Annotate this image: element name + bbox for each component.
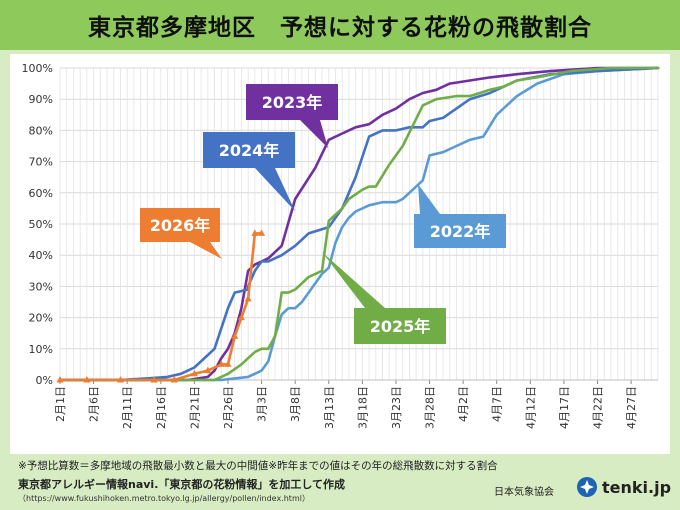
y-tick-label: 10% <box>29 343 53 356</box>
series-point-2026年 <box>244 294 252 302</box>
y-tick-label: 60% <box>29 187 53 200</box>
x-tick-label: 4月12日 <box>524 386 537 429</box>
series-point-2026年 <box>204 366 212 374</box>
footnote-url: （https://www.fukushihoken.metro.tokyo.lg… <box>18 494 310 503</box>
y-tick-label: 20% <box>29 312 53 325</box>
y-tick-label: 100% <box>22 62 53 75</box>
series-point-2026年 <box>190 369 198 377</box>
callout-box-2022年 <box>414 214 506 248</box>
y-tick-label: 50% <box>29 218 53 231</box>
series-point-2026年 <box>251 229 259 236</box>
y-tick-label: 90% <box>29 93 53 106</box>
series-point-2026年 <box>237 313 245 321</box>
title-bar: 東京都多摩地区 予想に対する花粉の飛散割合 <box>0 0 680 50</box>
x-tick-label: 3月3日 <box>256 386 269 422</box>
tenki-logo[interactable]: tenki.jp <box>576 472 672 502</box>
series-point-2026年 <box>150 376 158 383</box>
x-tick-label: 4月27日 <box>625 386 638 429</box>
series-line-2022年 <box>58 66 660 382</box>
callout-label-2024年: 2024年 <box>219 141 280 160</box>
x-tick-label: 3月8日 <box>289 386 302 422</box>
callout-pointer-2024年 <box>255 168 295 211</box>
x-tick-label: 3月13日 <box>323 386 336 429</box>
agency-name: 日本気象協会 <box>494 487 554 498</box>
x-tick-label: 3月28日 <box>424 386 437 429</box>
series-line-2023年 <box>58 66 660 382</box>
tenki-logo-icon <box>577 477 597 497</box>
y-tick-label: 0% <box>36 374 53 387</box>
callout-pointer-2022年 <box>418 184 440 214</box>
callout-label-2022年: 2022年 <box>430 222 491 241</box>
series-point-2026年 <box>170 376 178 383</box>
series-point-2026年 <box>258 229 266 236</box>
x-tick-label: 3月23日 <box>390 386 403 429</box>
y-tick-label: 70% <box>29 156 53 169</box>
callout-label-2023年: 2023年 <box>262 93 323 112</box>
callout-box-2025年 <box>354 308 446 344</box>
series-point-2026年 <box>83 376 91 383</box>
footnote-calc: ※予想比算数＝多摩地域の飛散最小数と最大の中間値※昨年までの値はその年の総飛散数… <box>18 460 498 472</box>
x-tick-label: 2月21日 <box>188 386 201 429</box>
callout-pointer-2023年 <box>300 120 328 148</box>
y-tick-label: 80% <box>29 124 53 137</box>
x-tick-label: 4月2日 <box>457 386 470 422</box>
x-tick-label: 2月11日 <box>121 386 134 429</box>
callout-label-2025年: 2025年 <box>370 317 431 336</box>
series-line-2026年 <box>58 232 263 382</box>
chart-svg: 0% 10% 20% 30% 40% 50% 60% 70% 80% 90% 100% 2月1日 2月6… <box>22 62 660 429</box>
x-tick-label: 4月17日 <box>558 386 571 429</box>
series-line-2024年 <box>58 66 660 382</box>
series-point-2026年 <box>224 360 232 367</box>
series-point-2026年 <box>116 376 124 383</box>
footnote-source: 東京都アレルギー情報navi.「東京都の花粉情報」を加工して作成 <box>18 478 346 491</box>
callout-box-2026年 <box>140 208 220 242</box>
series-line-2025年 <box>58 66 660 382</box>
x-tick-label: 2月26日 <box>222 386 235 429</box>
series-point-2026年 <box>231 332 239 339</box>
logo-text: tenki.jp <box>602 477 672 497</box>
plot-panel: 0% 10% 20% 30% 40% 50% 60% 70% 80% 90% 100% 2月1日 2月6… <box>10 54 670 454</box>
callout-label-2026年: 2026年 <box>150 216 211 235</box>
chart-title: 東京都多摩地区 予想に対する花粉の飛散割合 <box>88 15 592 41</box>
callout-box-2024年 <box>203 132 295 168</box>
callout-pointer-2025年 <box>322 252 385 308</box>
x-tick-label: 4月22日 <box>592 386 605 429</box>
series-point-2026年 <box>56 376 64 383</box>
callout-pointer-2026年 <box>190 242 222 259</box>
x-tick-label: 2月1日 <box>54 386 67 422</box>
x-tick-label: 2月6日 <box>88 386 101 422</box>
y-tick-label: 40% <box>29 249 53 262</box>
x-tick-label: 3月18日 <box>356 386 369 429</box>
series-point-2026年 <box>217 360 225 367</box>
x-tick-label: 4月7日 <box>491 386 504 422</box>
x-tick-label: 2月16日 <box>155 386 168 429</box>
callout-box-2023年 <box>246 84 338 120</box>
y-tick-label: 30% <box>29 280 53 293</box>
